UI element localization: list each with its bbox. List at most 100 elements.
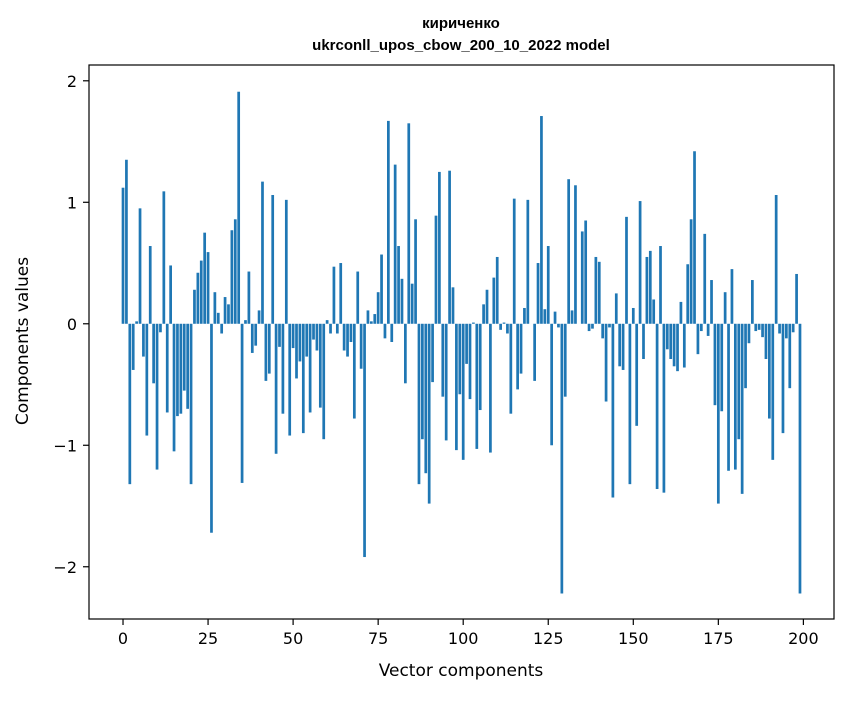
bar-54: [305, 324, 308, 357]
bar-183: [744, 324, 747, 388]
bar-161: [669, 324, 672, 359]
bar-100: [462, 324, 465, 460]
bar-149: [629, 324, 632, 484]
x-tick-label: 25: [198, 629, 218, 648]
bar-73: [370, 321, 373, 323]
bar-114: [509, 324, 512, 414]
bar-40: [258, 310, 261, 323]
bar-170: [700, 324, 703, 331]
bar-80: [394, 165, 397, 324]
bar-35: [241, 324, 244, 483]
x-tick-label: 100: [448, 629, 479, 648]
bar-65: [343, 324, 346, 351]
chart-title-line-1: кириченко: [422, 15, 500, 32]
bar-71: [363, 324, 366, 557]
bar-5: [139, 208, 142, 323]
bar-158: [659, 246, 662, 324]
bar-186: [754, 324, 757, 331]
bar-9: [152, 324, 155, 384]
bar-177: [724, 292, 727, 324]
bar-159: [663, 324, 666, 493]
bar-93: [438, 172, 441, 324]
bar-12: [162, 191, 165, 323]
bar-76: [380, 255, 383, 324]
bar-123: [540, 116, 543, 324]
bar-77: [384, 324, 387, 339]
bar-142: [605, 324, 608, 402]
bar-199: [799, 324, 802, 594]
bar-56: [312, 324, 315, 340]
bar-23: [200, 261, 203, 324]
bar-4: [135, 321, 138, 323]
bar-64: [339, 263, 342, 324]
bar-67: [350, 324, 353, 342]
bar-197: [792, 324, 795, 333]
y-tick-label: 1: [67, 193, 77, 212]
bar-15: [173, 324, 176, 452]
bar-153: [642, 324, 645, 359]
bar-43: [268, 324, 271, 374]
bar-106: [482, 304, 485, 323]
bar-165: [683, 324, 686, 368]
bar-75: [377, 292, 380, 324]
bar-29: [220, 324, 223, 334]
bar-8: [149, 246, 152, 324]
bar-11: [159, 324, 162, 333]
bar-48: [285, 200, 288, 324]
bar-27: [214, 292, 217, 324]
bar-6: [142, 324, 145, 357]
bar-39: [254, 324, 257, 346]
bar-55: [309, 324, 312, 413]
bar-145: [615, 293, 618, 323]
bar-175: [717, 324, 720, 504]
bar-182: [741, 324, 744, 494]
bar-124: [543, 309, 546, 324]
bar-131: [567, 179, 570, 324]
y-tick-label: −2: [53, 558, 77, 577]
bar-49: [288, 324, 291, 436]
bar-139: [595, 257, 598, 324]
bar-70: [360, 324, 363, 369]
bar-22: [197, 273, 200, 324]
bar-172: [707, 324, 710, 336]
bar-52: [299, 324, 302, 362]
bar-187: [758, 324, 761, 330]
bar-107: [486, 290, 489, 324]
bar-193: [778, 324, 781, 334]
bar-102: [469, 324, 472, 399]
bar-83: [404, 324, 407, 384]
bar-24: [203, 233, 206, 324]
bar-95: [445, 324, 448, 441]
bar-19: [186, 324, 189, 409]
bar-30: [224, 297, 227, 324]
bar-173: [710, 280, 713, 324]
bar-181: [737, 324, 740, 439]
bar-45: [275, 324, 278, 454]
bar-89: [424, 324, 427, 473]
bar-119: [526, 200, 529, 324]
bar-2: [128, 324, 131, 484]
chart-title-line-2: ukrconll_upos_cbow_200_10_2022 model: [312, 37, 610, 54]
bar-33: [234, 219, 237, 323]
bar-3: [132, 324, 135, 370]
bar-87: [418, 324, 421, 484]
bar-92: [435, 216, 438, 324]
bar-164: [680, 302, 683, 324]
y-tick-label: −1: [53, 436, 77, 455]
bar-171: [703, 234, 706, 324]
bar-156: [652, 299, 655, 323]
bar-86: [414, 219, 417, 323]
bar-66: [346, 324, 349, 357]
y-tick-label: 2: [67, 72, 77, 91]
bar-146: [618, 324, 621, 367]
bar-61: [329, 324, 332, 334]
bar-42: [265, 324, 268, 381]
bar-168: [693, 151, 696, 324]
bar-16: [176, 324, 179, 416]
bar-167: [690, 219, 693, 323]
bar-112: [503, 323, 506, 324]
bar-184: [748, 324, 751, 343]
bar-126: [550, 324, 553, 445]
bar-152: [639, 201, 642, 324]
bar-137: [588, 324, 591, 331]
